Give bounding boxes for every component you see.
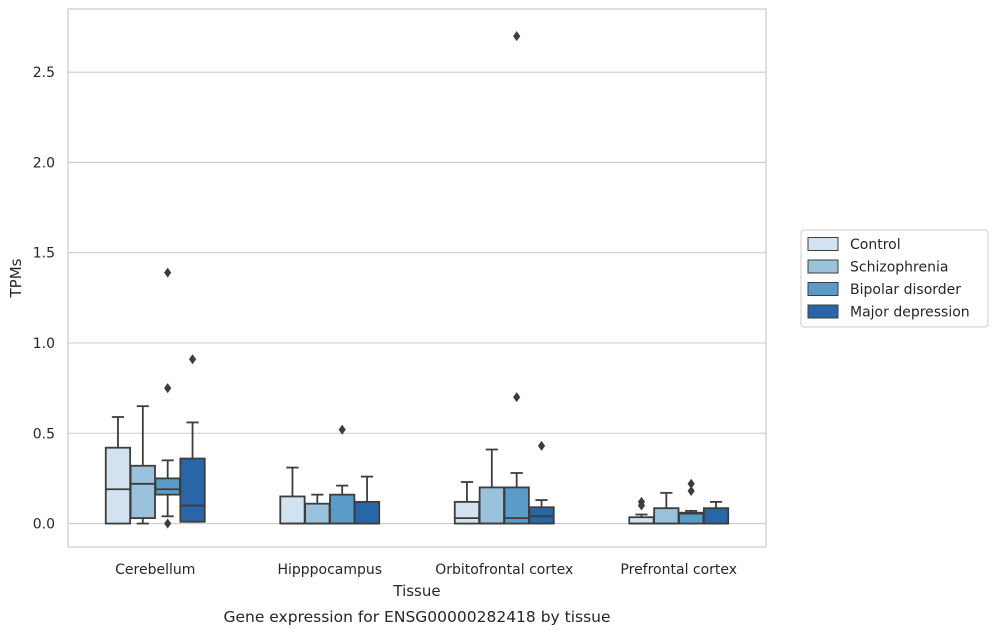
- outlier-point: [164, 267, 172, 278]
- legend-swatch: [807, 237, 839, 251]
- y-tick-label: 1.5: [33, 246, 55, 262]
- outlier-point: [687, 478, 695, 489]
- box-major-depression: [702, 500, 730, 525]
- box-schizophrenia: [653, 491, 680, 525]
- x-tick-label: Prefrontal cortex: [620, 562, 737, 578]
- legend-swatch: [807, 304, 839, 319]
- legend-swatch: [807, 282, 839, 296]
- box-body: [353, 500, 381, 525]
- legend-label: Bipolar disorder: [850, 282, 961, 298]
- box-body: [129, 464, 156, 520]
- box-series: [104, 31, 730, 529]
- box-body: [179, 457, 206, 523]
- outlier-point: [164, 518, 172, 529]
- outlier-point: [188, 354, 197, 365]
- box-body: [329, 493, 356, 525]
- box-body: [279, 495, 306, 525]
- box-body: [304, 502, 331, 525]
- outlier-point: [637, 496, 646, 507]
- legend: Control Schizophrenia Bipolar disorder Majo…: [800, 229, 989, 328]
- box-body: [478, 486, 505, 525]
- x-tick-labels: Cerebellum Hipppocampus Orbitofrontal cort…: [115, 562, 737, 578]
- plot-area: [68, 9, 766, 547]
- box-body: [653, 507, 680, 525]
- chart-caption: Gene expression for ENSG00000282418 by t…: [223, 608, 610, 626]
- plot-frame: [67, 8, 767, 548]
- outlier-point: [513, 392, 521, 403]
- y-tick-label: 0.5: [33, 426, 55, 442]
- box-body: [628, 516, 655, 525]
- y-tick-label: 2.5: [33, 65, 55, 81]
- legend-label: Control: [850, 237, 901, 253]
- box-schizophrenia: [478, 448, 505, 525]
- box-bipolar-disorder: [329, 424, 356, 525]
- x-tick-label: Cerebellum: [115, 562, 195, 578]
- box-major-depression: [528, 440, 555, 525]
- y-tick-labels: 0.0 0.5 1.0 1.5 2.0 2.5: [33, 65, 55, 532]
- outlier-point: [338, 424, 346, 435]
- box-schizophrenia: [304, 493, 331, 525]
- legend-swatch: [807, 259, 839, 274]
- box-body: [154, 477, 181, 496]
- outlier-point: [164, 383, 172, 394]
- box-body: [453, 500, 481, 525]
- box-bipolar-disorder: [503, 31, 530, 525]
- legend-label: Schizophrenia: [850, 260, 948, 276]
- box-major-depression: [353, 475, 381, 525]
- y-axis-label: TPMs: [7, 258, 25, 298]
- x-axis-label: Tissue: [392, 582, 440, 600]
- box-body: [528, 506, 555, 525]
- y-tick-label: 2.0: [33, 155, 55, 171]
- legend-label: Major depression: [850, 305, 970, 321]
- box-body: [702, 507, 730, 525]
- box-body: [104, 446, 132, 525]
- outlier-point: [687, 486, 695, 497]
- box-major-depression: [179, 354, 206, 523]
- x-tick-label: Orbitofrontal cortex: [435, 562, 573, 578]
- x-tick-label: Hipppocampus: [277, 562, 382, 578]
- outlier-point: [537, 440, 546, 451]
- y-tick-label: 1.0: [33, 336, 55, 352]
- box-control: [279, 466, 306, 525]
- outlier-point: [513, 31, 521, 42]
- legend-frame: [800, 229, 989, 328]
- box-schizophrenia: [129, 405, 156, 525]
- y-tick-label: 0.0: [33, 517, 55, 533]
- box-bipolar-disorder: [154, 267, 181, 529]
- box-control: [453, 481, 481, 525]
